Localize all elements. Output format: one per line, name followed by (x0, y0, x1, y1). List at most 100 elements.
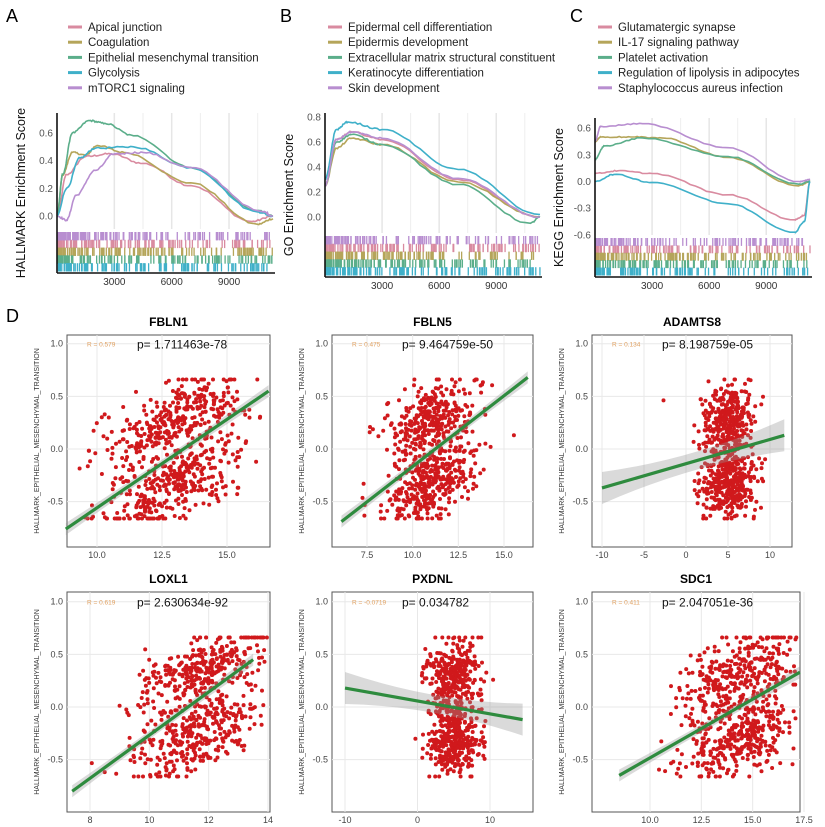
data-point (440, 448, 445, 453)
data-point (461, 472, 466, 476)
rug-tick (342, 251, 344, 260)
rug-tick (675, 252, 677, 261)
data-point (250, 670, 255, 675)
data-point (429, 395, 434, 400)
rug-tick (204, 247, 206, 256)
data-point (137, 420, 142, 424)
data-point (709, 485, 713, 490)
rug-tick (84, 239, 86, 249)
data-point (457, 377, 462, 382)
rug-tick (422, 243, 425, 253)
rug-tick (403, 259, 405, 268)
rug-tick (602, 267, 605, 276)
rug-tick (337, 243, 339, 253)
rug-tick (354, 236, 357, 245)
data-point (156, 691, 161, 696)
data-point (194, 735, 199, 740)
rug-tick (664, 245, 666, 254)
data-point (219, 459, 223, 464)
data-point (141, 500, 146, 505)
rug-tick (687, 260, 689, 269)
rug-tick (759, 252, 761, 261)
data-point (136, 484, 141, 489)
data-point (125, 440, 130, 444)
rug-tick (124, 247, 126, 256)
rug-tick (768, 260, 770, 269)
data-point (457, 468, 461, 473)
data-point (161, 709, 166, 713)
rug-tick (210, 247, 213, 256)
data-point (193, 709, 198, 714)
rug-tick (112, 232, 115, 241)
data-point (243, 714, 248, 719)
data-point (213, 736, 218, 741)
rug-tick (745, 245, 748, 254)
rug-tick (369, 236, 372, 245)
data-point (434, 456, 439, 461)
rug-tick (770, 252, 772, 261)
rug-tick (529, 236, 531, 245)
data-point (158, 430, 163, 435)
data-point (230, 723, 235, 728)
rug-tick (734, 252, 737, 261)
data-point (727, 427, 732, 432)
legend-label: Epidermal cell differentiation (348, 22, 492, 34)
rug-tick (184, 255, 186, 264)
data-point (232, 640, 237, 645)
rug-tick (182, 247, 184, 256)
rug-tick (734, 260, 737, 269)
data-point (183, 497, 188, 501)
rug-tick (408, 243, 410, 253)
rug-tick (255, 263, 257, 272)
rug-tick (612, 245, 614, 254)
data-point (412, 416, 417, 421)
rug-tick (342, 243, 344, 253)
data-point (414, 495, 419, 500)
data-point (432, 439, 437, 443)
data-point (443, 424, 448, 429)
data-point (726, 406, 731, 411)
rug-tick (479, 251, 481, 260)
data-point (189, 711, 194, 716)
rug-tick (625, 245, 627, 254)
data-point (730, 399, 735, 404)
data-point (198, 733, 203, 738)
data-point (166, 417, 171, 422)
rug-tick (506, 267, 509, 276)
data-point (191, 648, 196, 653)
data-point (176, 654, 181, 659)
rug-tick (756, 252, 758, 261)
rug-tick (208, 232, 211, 241)
data-point (211, 391, 216, 396)
rug-tick (777, 252, 779, 261)
data-point (398, 439, 403, 444)
data-point (705, 427, 710, 432)
rug-tick (200, 247, 202, 256)
data-point (140, 465, 144, 470)
data-point (217, 415, 222, 420)
rug-tick (402, 259, 404, 268)
x-tick-label: 0 (415, 815, 420, 825)
rug-tick (145, 232, 147, 241)
rug-tick (731, 260, 733, 269)
rug-tick (137, 247, 139, 256)
rug-tick (498, 243, 500, 253)
data-point (145, 757, 150, 762)
rug-tick (474, 236, 477, 245)
data-point (160, 741, 165, 746)
rug-tick (79, 232, 81, 241)
rug-tick (339, 267, 341, 276)
data-point (144, 479, 148, 484)
rug-tick (607, 252, 609, 261)
data-point (169, 752, 174, 757)
rug-tick (640, 238, 643, 246)
x-tick-label: 10.0 (88, 550, 106, 560)
data-point (413, 507, 418, 512)
rug-tick (624, 252, 626, 261)
rug-tick (796, 260, 799, 269)
data-point (450, 408, 455, 413)
rug-tick (172, 239, 174, 249)
data-point (720, 395, 725, 400)
data-point (732, 390, 737, 395)
rug-tick (336, 236, 338, 245)
